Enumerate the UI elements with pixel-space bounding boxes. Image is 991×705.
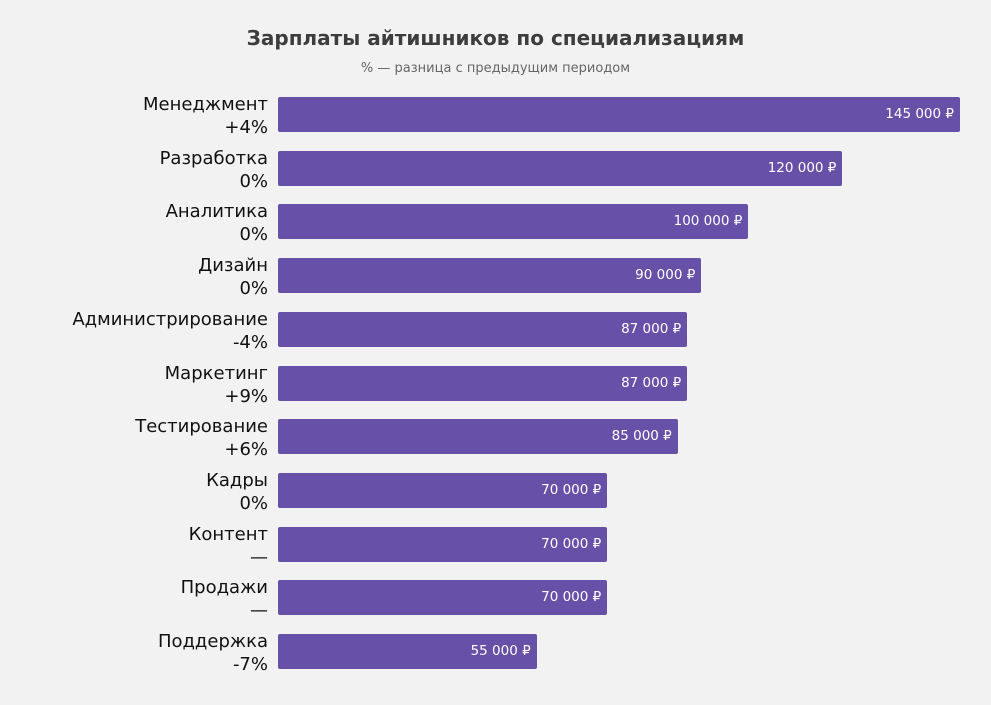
change-label: — [250,546,268,568]
category-name: Дизайн [198,255,268,277]
bar: 85 000 ₽ [278,419,678,455]
category-name: Аналитика [165,201,268,223]
value-label: 87 000 ₽ [621,374,682,391]
category-name: Контент [188,523,268,545]
bar-row: Дизайн 0% 90 000 ₽ [0,255,991,299]
bar: 120 000 ₽ [278,150,843,186]
bar-row: Поддержка -7% 55 000 ₽ [0,631,991,675]
change-label: 0% [239,278,268,300]
chart-title: Зарплаты айтишников по специализациям [246,26,745,50]
value-label: 145 000 ₽ [885,106,954,122]
change-label: -4% [232,331,268,353]
bar-row: Тестирование +6% 85 000 ₽ [0,416,991,460]
bar: 145 000 ₽ [278,97,960,132]
category-label: Дизайн 0% [198,254,268,300]
value-label: 85 000 ₽ [611,428,672,445]
category-label: Администрирование -4% [72,308,268,354]
category-label: Продажи — [181,576,268,622]
category-name: Разработка [159,147,268,169]
value-label: 90 000 ₽ [635,267,696,284]
change-label: — [250,600,268,622]
value-label: 70 000 ₽ [541,589,602,606]
bar-row: Маркетинг +9% 87 000 ₽ [0,363,991,407]
category-label: Тестирование +6% [135,415,268,461]
value-label: 100 000 ₽ [673,213,743,230]
category-label: Поддержка -7% [158,630,268,676]
bar: 87 000 ₽ [278,311,688,347]
change-label: +9% [224,385,268,407]
bar: 55 000 ₽ [278,634,537,669]
value-label: 120 000 ₽ [767,159,837,176]
category-name: Администрирование [72,308,268,330]
value-label: 70 000 ₽ [541,481,602,498]
bar-row: Контент — 70 000 ₽ [0,524,991,568]
chart-subtitle: % — разница с предыдущим периодом [360,61,631,76]
change-label: +4% [224,117,268,138]
change-label: -7% [232,654,268,675]
bar-row: Продажи — 70 000 ₽ [0,577,991,621]
category-name: Тестирование [135,416,268,438]
change-label: 0% [239,492,268,514]
bar-row: Кадры 0% 70 000 ₽ [0,470,991,514]
category-label: Маркетинг +9% [165,362,268,408]
bar: 100 000 ₽ [278,204,749,240]
category-name: Кадры [206,469,268,491]
bar: 70 000 ₽ [278,526,608,562]
bar-row: Менеджмент +4% 145 000 ₽ [0,94,991,138]
change-label: 0% [239,224,268,246]
value-label: 70 000 ₽ [541,535,602,552]
bar: 70 000 ₽ [278,580,608,616]
change-label: +6% [224,439,268,461]
category-label: Менеджмент +4% [143,93,268,139]
category-name: Поддержка [157,631,268,652]
category-name: Продажи [180,577,268,599]
category-name: Маркетинг [164,362,268,384]
bar: 87 000 ₽ [278,365,688,401]
category-label: Разработка 0% [160,147,268,193]
bar: 90 000 ₽ [278,258,702,294]
bar-row: Аналитика 0% 100 000 ₽ [0,201,991,245]
change-label: 0% [239,170,268,192]
value-label: 55 000 ₽ [470,643,531,659]
bar: 70 000 ₽ [278,472,608,508]
category-label: Аналитика 0% [166,200,268,246]
bar-row: Разработка 0% 120 000 ₽ [0,148,991,192]
category-label: Контент — [189,523,268,569]
bar-row: Администрирование -4% 87 000 ₽ [0,309,991,353]
value-label: 87 000 ₽ [621,320,682,337]
category-label: Кадры 0% [206,469,268,515]
category-name: Менеджмент [142,94,268,115]
